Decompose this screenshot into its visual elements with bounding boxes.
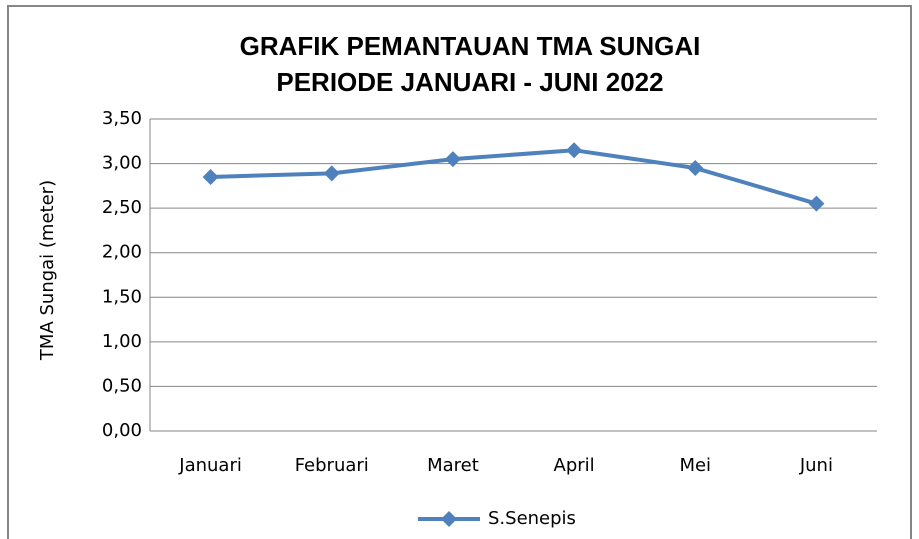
y-tick-label: 2,50 xyxy=(102,197,142,218)
legend-marker xyxy=(441,511,457,527)
chart-frame xyxy=(7,5,912,539)
marker xyxy=(808,195,825,212)
legend-label: S.Senepis xyxy=(488,508,576,529)
x-tick-label: Mei xyxy=(679,455,711,476)
marker xyxy=(687,160,704,177)
chart-title: GRAFIK PEMANTAUAN TMA SUNGAI xyxy=(240,31,701,61)
x-tick-label: Maret xyxy=(427,455,479,476)
x-tick-label: April xyxy=(554,455,595,476)
y-tick-label: 0,50 xyxy=(102,375,142,396)
y-tick-label: 3,00 xyxy=(102,153,142,174)
y-tick-label: 3,50 xyxy=(102,108,142,129)
y-tick-label: 0,00 xyxy=(102,420,142,441)
y-tick-label: 2,00 xyxy=(102,242,142,263)
chart-title: PERIODE JANUARI - JUNI 2022 xyxy=(276,67,663,97)
marker xyxy=(202,168,219,185)
y-tick-label: 1,00 xyxy=(102,331,142,352)
marker xyxy=(566,142,583,159)
marker xyxy=(444,151,461,168)
y-axis-label: TMA Sungai (meter) xyxy=(37,180,58,361)
x-tick-label: Februari xyxy=(295,455,369,476)
marker xyxy=(323,165,340,182)
y-tick-label: 1,50 xyxy=(102,286,142,307)
line-series xyxy=(210,148,817,206)
x-tick-label: Juni xyxy=(799,455,833,476)
x-tick-label: Januari xyxy=(178,455,242,476)
